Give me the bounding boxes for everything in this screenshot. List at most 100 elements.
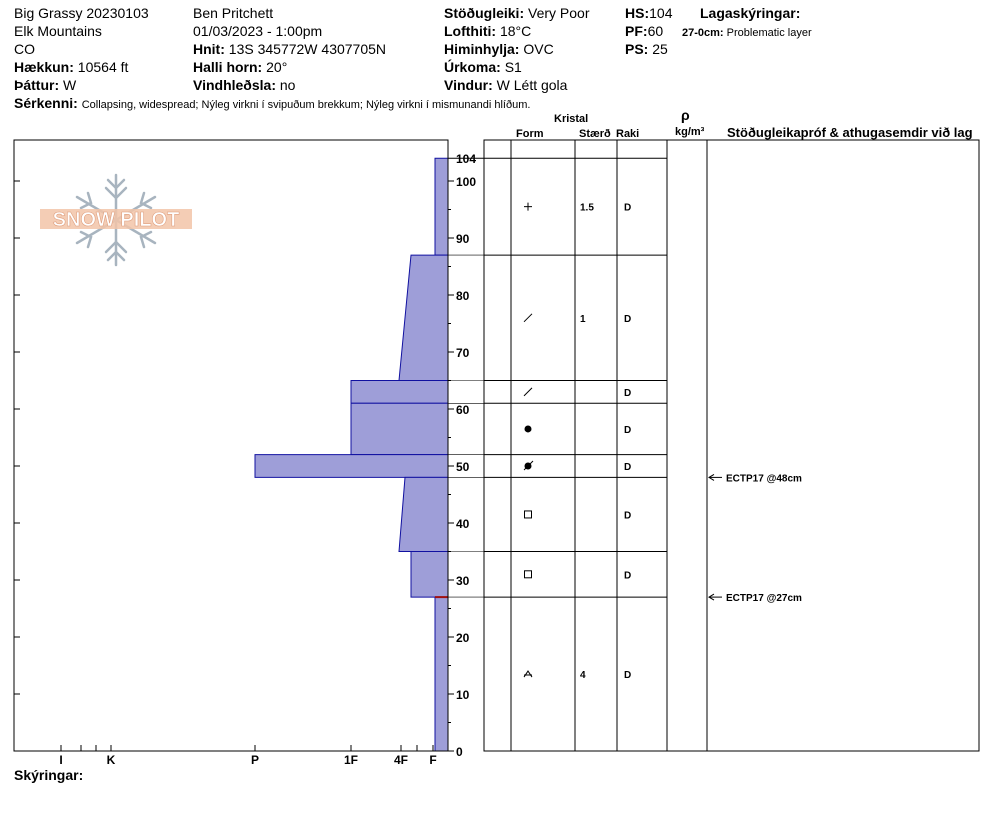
datetime: 01/03/2023 - 1:00pm [193,23,323,39]
hardness-layer [398,476,449,552]
wind-loading-value: no [279,77,296,93]
hardness-tick-label: K [107,753,116,767]
col-moisture: Raki [616,128,640,140]
depth-tick-label: 90 [456,232,470,246]
hardness-axis: I K P 1F 4F F [13,745,449,767]
slope-value: 20° [266,59,288,75]
depth-tick-label: 30 [456,574,470,588]
ps-value: 25 [652,41,668,57]
precip-value: S1 [504,59,522,75]
stability: Stöðugleiki: Very Poor [444,4,590,22]
hs-value: 104 [649,5,673,21]
air-temp: Lofthiti: 18°C [444,22,531,40]
pf-value: 60 [647,23,664,39]
elevation-value: 10564 ft [77,59,129,75]
features-label: Sérkenni: [14,95,78,111]
col-size: Stærð [579,128,611,140]
hardness-layer [350,380,449,404]
test-arrow-head [708,473,715,481]
coords-value: 13S 345772W 4307705N [228,41,387,57]
legend-item-depth: 27-0cm: [682,27,724,39]
slope-label: Halli horn: [193,59,263,75]
precip: Úrkoma: S1 [444,58,522,76]
features: Sérkenni: Collapsing, widespread; Nýleg … [14,94,530,114]
stability-label: Stöðugleiki: [444,5,525,21]
moisture-cell: D [624,388,631,399]
legend-item: 27-0cm: Problematic layer [682,24,812,42]
hs: HS:104 [625,4,672,22]
ps: PS: 25 [625,40,668,58]
layer-table [483,139,980,752]
hardness-tick-label: 4F [394,753,408,767]
wind-loading: Vindhleðsla: no [193,76,295,94]
range-name: Elk Mountains [14,23,102,39]
depth-tick-label: 40 [456,517,470,531]
legend-item-text: Problematic layer [726,27,812,39]
features-value: Collapsing, widespread; Nýleg virkni í s… [81,99,531,111]
hardness-layer [410,551,449,598]
snowpilot-logo: SNOW PILOT [36,170,196,270]
pf: PF:60 [625,22,663,40]
state-name: CO [14,41,35,57]
sky-label: Himinhylja: [444,41,520,57]
size-cell: 4 [580,670,586,681]
aspect-value: W [63,77,77,93]
air-temp-value: 18°C [499,23,532,39]
hardness-tick-label: P [251,753,259,767]
form-icon [524,202,532,211]
size-cell: 1 [580,314,586,325]
depth-tick-label: 70 [456,346,470,360]
moisture-cell: D [624,462,631,473]
coords-label: Hnit: [193,41,225,57]
hardness-profile [254,157,449,752]
moisture-cell: D [624,314,631,325]
table-frame [483,139,980,752]
depth-tick-label: 20 [456,631,470,645]
depth-axis: 0 10 20 30 40 50 60 70 80 90 100 104 [14,152,484,759]
col-rho: ρ [681,107,690,123]
elevation: Hækkun: 10564 ft [14,58,128,76]
pf-label: PF: [625,23,648,39]
ps-label: PS: [625,41,649,57]
elevation-label: Hækkun: [14,59,74,75]
form-icon [524,425,532,433]
precip-label: Úrkoma: [444,59,501,75]
depth-tick-label: 10 [456,688,470,702]
form-icon [523,460,534,471]
notes-label: Skýringar: [14,767,84,783]
profile-frame [13,139,449,752]
hardness-layer [254,454,449,478]
hardness-layer [350,402,449,456]
moisture-cell: D [624,570,631,581]
moisture-cell: D [624,510,631,521]
depth-tick-label: 0 [456,745,463,759]
hardness-layer [434,157,449,256]
wind-loading-label: Vindhleðsla: [193,77,276,93]
snowflake-icon: SNOW PILOT [40,173,192,267]
test-label: ECTP17 @27cm [726,593,802,604]
test-label: ECTP17 @48cm [726,473,802,484]
stability-tests: ECTP17 @48cm ECTP17 @27cm [708,473,802,604]
wind-value: W Létt gola [496,77,568,93]
depth-tick-label: 50 [456,460,470,474]
hardness-layer [398,254,449,381]
form-icon [523,313,533,323]
aspect: Þáttur: W [14,76,76,94]
hs-label: HS: [625,5,650,21]
hardness-tick-label: 1F [344,753,358,767]
col-tests: Stöðugleikapróf & athugasemdir við lag [727,125,973,140]
hardness-tick-label: I [59,753,62,767]
sky: Himinhylja: OVC [444,40,554,58]
air-temp-label: Lofthiti: [444,23,497,39]
aspect-label: Þáttur: [14,77,60,93]
coords: Hnit: 13S 345772W 4307705N [193,40,386,58]
depth-tick-label: 60 [456,403,470,417]
sky-value: OVC [523,41,554,57]
observer: Ben Pritchett [193,5,274,21]
moisture-cell: D [624,203,631,214]
form-icon [524,510,532,519]
form-icon [524,570,532,579]
wind: Vindur: W Létt gola [444,76,567,94]
logo-text: SNOW PILOT [53,209,180,231]
